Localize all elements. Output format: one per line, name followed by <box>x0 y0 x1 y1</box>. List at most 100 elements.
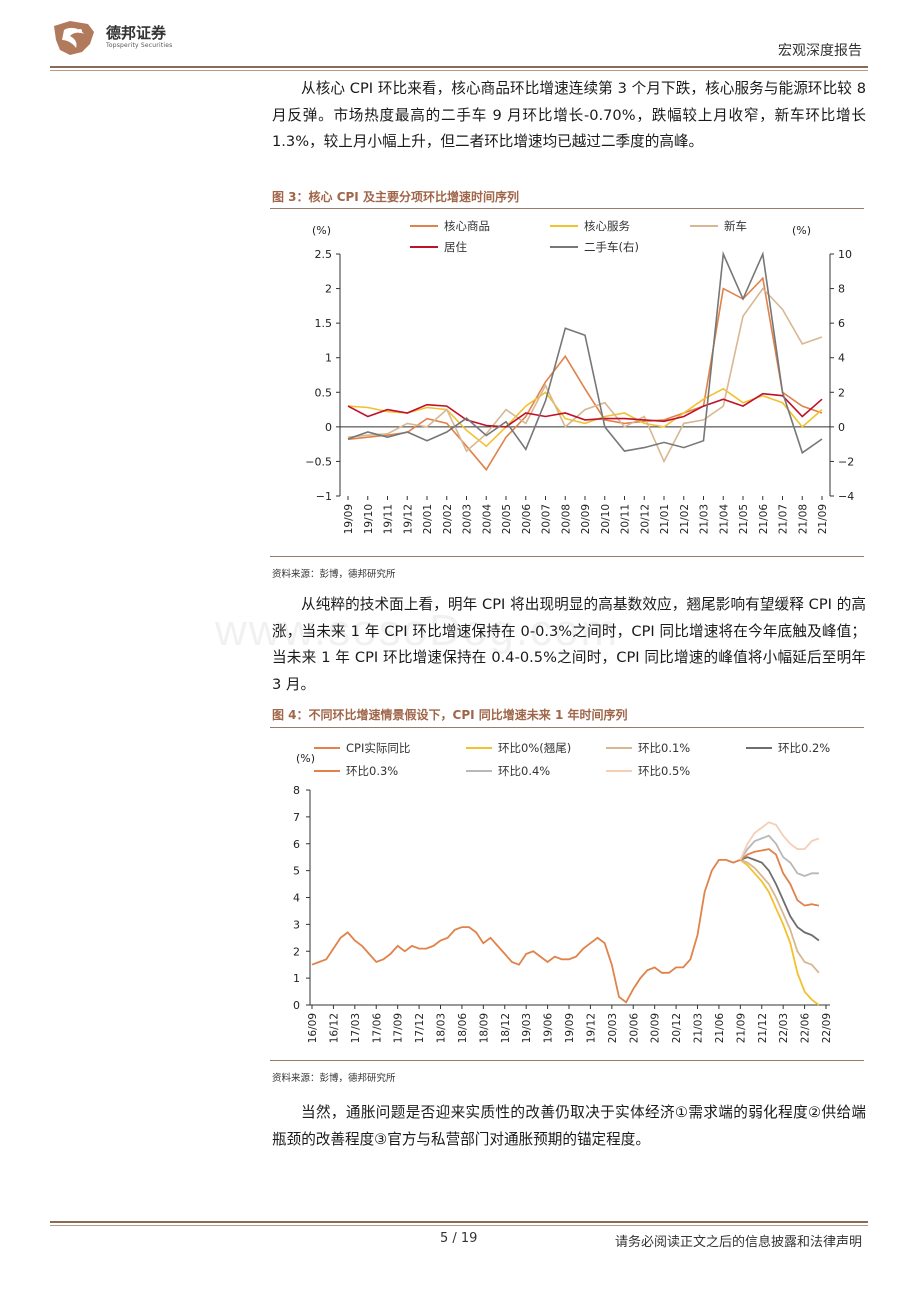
left-tick-label: 1 <box>325 352 332 365</box>
left-axis-unit: (%) <box>312 224 331 237</box>
page-number: 5 / 19 <box>440 1231 478 1246</box>
series-line <box>347 276 823 472</box>
left-tick-label: 0.5 <box>315 386 333 399</box>
series-line <box>739 859 820 1006</box>
logo-mark-icon <box>50 18 96 58</box>
x-tick-label: 21/07 <box>778 504 790 534</box>
footer-divider <box>50 1221 868 1223</box>
series-line <box>739 859 820 974</box>
figure-4-title-rule <box>270 727 864 728</box>
x-tick-label: 19/12 <box>585 1013 597 1043</box>
legend-label: 环比0.3% <box>346 764 398 778</box>
legend-label: CPI实际同比 <box>346 741 410 755</box>
right-tick-label: 8 <box>838 283 845 296</box>
series-line <box>739 821 820 861</box>
series-line <box>311 859 741 1004</box>
left-tick-label: 2.5 <box>315 248 333 261</box>
x-tick-label: 21/09 <box>735 1013 747 1043</box>
x-tick-label: 20/11 <box>620 504 632 534</box>
paragraph-1: 从核心 CPI 环比来看，核心商品环比增速连续第 3 个月下跌，核心服务与能源环… <box>272 80 866 150</box>
left-tick-label: 0 <box>325 421 332 434</box>
legend-label: 环比0%(翘尾) <box>498 741 571 755</box>
y-axis-unit: (%) <box>296 752 315 765</box>
legend-label: 环比0.2% <box>778 741 830 755</box>
y-tick-label: 6 <box>293 838 300 851</box>
x-tick-label: 20/01 <box>422 504 434 534</box>
x-tick-label: 20/09 <box>650 1013 662 1043</box>
header-divider-thin <box>50 70 868 71</box>
figure-3-title-rule <box>270 208 864 209</box>
x-tick-label: 19/11 <box>383 504 395 534</box>
x-tick-label: 20/10 <box>600 504 612 534</box>
chart-3-svg: 2.5 2 1.5 1 0.5 0 −0.5 −1 10 8 6 4 2 0 −2 −4 (%) (%) 19/09… <box>305 219 854 535</box>
x-tick-label: 20/12 <box>639 504 651 534</box>
right-tick-label: −2 <box>838 455 854 468</box>
x-tick-label: 18/12 <box>500 1013 512 1043</box>
legend-label: 核心商品 <box>444 219 490 233</box>
x-tick-label: 22/03 <box>778 1013 790 1043</box>
left-tick-label: −1 <box>316 490 332 503</box>
x-tick-label: 19/12 <box>402 504 414 534</box>
x-tick-label: 18/09 <box>478 1013 490 1043</box>
figure-3-source: 资料来源：彭博，德邦研究所 <box>272 569 396 580</box>
right-tick-label: 10 <box>838 248 852 261</box>
x-tick-label: 21/12 <box>757 1013 769 1043</box>
x-tick-label: 18/06 <box>457 1013 469 1044</box>
x-tick-label: 21/04 <box>718 504 730 535</box>
y-tick-label: 8 <box>293 784 300 797</box>
y-tick-label: 4 <box>293 892 300 905</box>
footer-disclaimer: 请务必阅读正文之后的信息披露和法律声明 <box>614 1235 862 1250</box>
x-tick-label: 16/12 <box>328 1013 340 1043</box>
series-line <box>739 848 820 907</box>
x-tick-label: 21/06 <box>714 1013 726 1044</box>
series-line <box>347 387 823 448</box>
x-tick-label: 21/09 <box>817 504 829 534</box>
right-tick-label: 0 <box>838 421 845 434</box>
watermark: www.sosoDog.com <box>215 606 620 655</box>
x-tick-label: 20/06 <box>628 1013 640 1044</box>
y-tick-label: 0 <box>293 999 300 1012</box>
figure-4-source: 资料来源：彭博，德邦研究所 <box>272 1073 396 1084</box>
legend-label: 环比0.5% <box>638 764 690 778</box>
series-line <box>347 287 823 464</box>
left-tick-label: 1.5 <box>315 317 333 330</box>
x-tick-label: 21/01 <box>659 504 671 534</box>
x-tick-label: 19/09 <box>343 504 355 534</box>
x-tick-label: 20/06 <box>521 504 533 535</box>
x-tick-label: 21/08 <box>797 504 809 534</box>
figure-4-title: 图 4：不同环比增速情景假设下，CPI 同比增速未来 1 年时间序列 <box>272 708 628 722</box>
y-tick-label: 1 <box>293 972 300 985</box>
legend-label: 环比0.4% <box>498 764 550 778</box>
x-tick-label: 21/02 <box>679 504 691 534</box>
company-logo: 德邦证券 Topsperity Securities <box>50 16 180 60</box>
paragraph-2: 从纯粹的技术面上看，明年 CPI 将出现明显的高基数效应，翘尾影响有望缓释 CP… <box>272 596 866 693</box>
legend-label: 新车 <box>724 219 747 233</box>
right-tick-label: 2 <box>838 386 845 399</box>
x-tick-label: 21/03 <box>693 1013 705 1043</box>
figure-4-bottom-rule <box>270 1060 864 1061</box>
x-tick-label: 16/09 <box>307 1013 319 1043</box>
series-line <box>739 834 819 877</box>
x-tick-label: 19/03 <box>521 1013 533 1043</box>
footer-divider-thin <box>50 1225 868 1226</box>
x-tick-label: 19/06 <box>543 1013 555 1044</box>
left-tick-label: 2 <box>325 283 332 296</box>
x-tick-label: 18/03 <box>436 1013 448 1043</box>
x-tick-label: 20/05 <box>501 504 513 534</box>
y-tick-label: 5 <box>293 865 300 878</box>
x-tick-label: 20/07 <box>541 504 553 534</box>
figure-3-title: 图 3：核心 CPI 及主要分项环比增速时间序列 <box>272 190 519 204</box>
x-tick-label: 21/05 <box>738 504 750 534</box>
x-tick-label: 17/09 <box>393 1013 405 1043</box>
left-tick-label: −0.5 <box>305 455 332 468</box>
company-name-en: Topsperity Securities <box>106 42 173 49</box>
company-name: 德邦证券 <box>106 24 167 42</box>
x-tick-label: 22/09 <box>821 1013 833 1043</box>
paragraph-3: 当然，通胀问题是否迎来实质性的改善仍取决于实体经济①需求端的弱化程度②供给端瓶颈… <box>272 1104 866 1148</box>
right-tick-label: 6 <box>838 317 845 330</box>
x-tick-label: 20/04 <box>481 504 493 535</box>
x-tick-label: 21/06 <box>758 504 770 535</box>
x-tick-label: 20/12 <box>671 1013 683 1043</box>
x-tick-label: 17/12 <box>414 1013 426 1043</box>
x-tick-label: 20/03 <box>462 504 474 534</box>
